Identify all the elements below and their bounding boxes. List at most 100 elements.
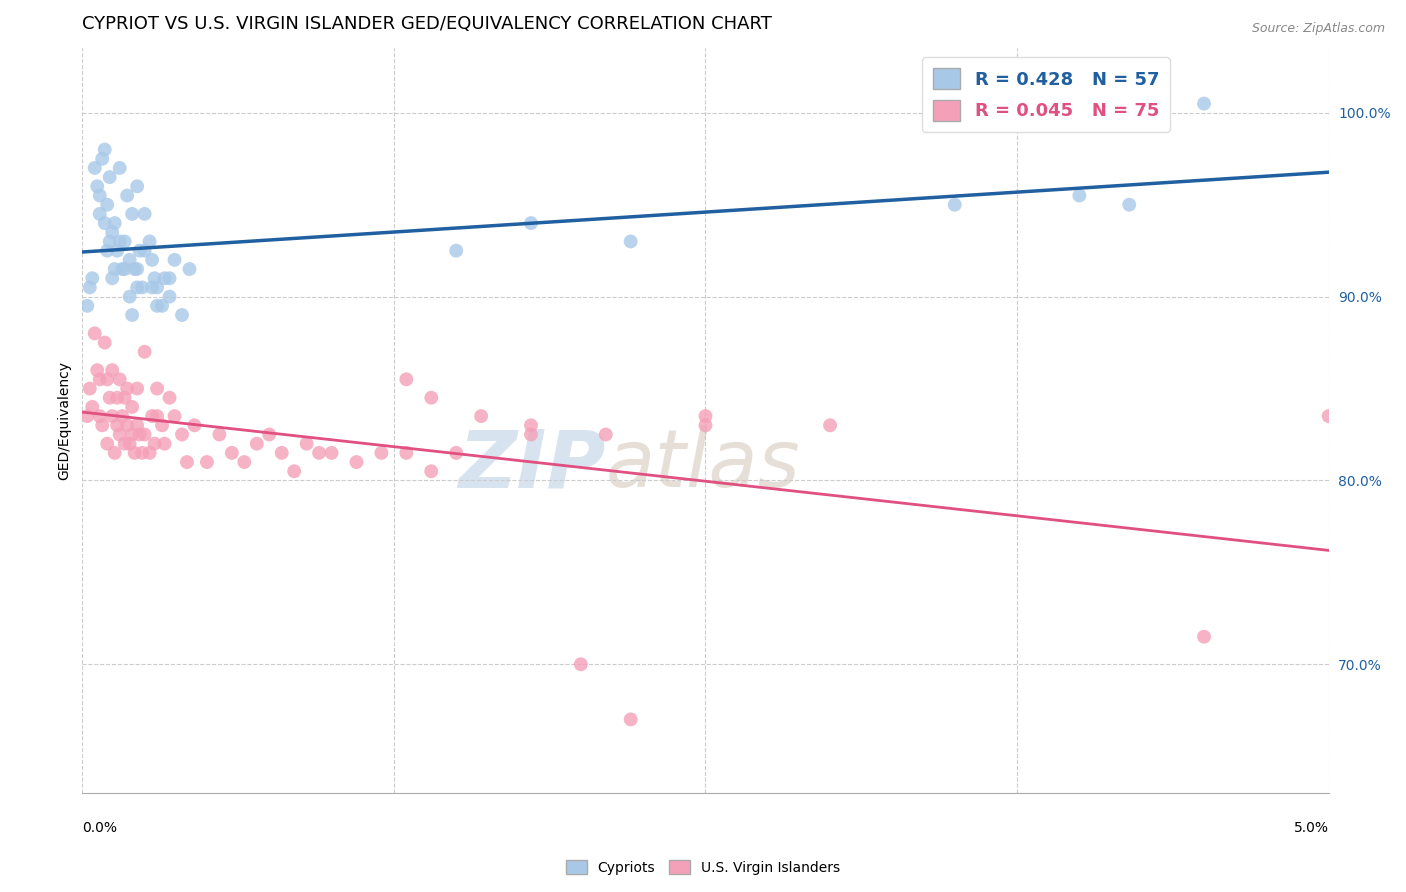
Text: atlas: atlas <box>606 426 800 504</box>
Point <box>595 427 617 442</box>
Point <box>108 427 131 442</box>
Point <box>159 391 181 405</box>
Point <box>141 280 163 294</box>
Point <box>101 409 124 423</box>
Point <box>146 299 169 313</box>
Y-axis label: GED/Equivalency: GED/Equivalency <box>58 361 72 480</box>
Point <box>108 161 131 175</box>
Point <box>86 179 108 194</box>
Point <box>105 418 128 433</box>
Point <box>98 170 121 185</box>
Point <box>134 344 156 359</box>
Point <box>520 427 543 442</box>
Point <box>444 244 467 258</box>
Point <box>108 235 131 249</box>
Point <box>124 262 146 277</box>
Point <box>83 326 105 341</box>
Point <box>146 382 169 396</box>
Point <box>143 271 166 285</box>
Point <box>1192 96 1215 111</box>
Point <box>121 400 143 414</box>
Point <box>395 372 418 386</box>
Point <box>111 409 134 423</box>
Point <box>170 427 193 442</box>
Legend: Cypriots, U.S. Virgin Islanders: Cypriots, U.S. Virgin Islanders <box>560 855 846 880</box>
Point <box>121 207 143 221</box>
Point <box>131 446 153 460</box>
Point <box>89 372 111 386</box>
Point <box>150 299 173 313</box>
Point <box>420 391 443 405</box>
Point <box>127 418 149 433</box>
Point <box>134 244 156 258</box>
Point <box>118 290 141 304</box>
Point <box>96 197 118 211</box>
Point <box>96 372 118 386</box>
Point <box>170 308 193 322</box>
Point <box>89 188 111 202</box>
Point <box>444 446 467 460</box>
Text: 0.0%: 0.0% <box>83 821 117 835</box>
Point <box>115 382 138 396</box>
Point <box>93 216 115 230</box>
Point <box>89 207 111 221</box>
Point <box>91 418 114 433</box>
Point <box>395 446 418 460</box>
Point <box>131 280 153 294</box>
Point <box>115 188 138 202</box>
Point <box>308 446 330 460</box>
Point <box>79 280 101 294</box>
Point <box>943 197 966 211</box>
Point <box>233 455 256 469</box>
Point <box>470 409 492 423</box>
Point <box>153 436 176 450</box>
Point <box>93 335 115 350</box>
Point <box>86 363 108 377</box>
Point <box>195 455 218 469</box>
Point <box>76 299 98 313</box>
Point <box>121 308 143 322</box>
Point <box>346 455 368 469</box>
Point <box>79 382 101 396</box>
Text: ZIP: ZIP <box>458 426 606 504</box>
Point <box>520 216 543 230</box>
Point <box>321 446 343 460</box>
Point <box>111 262 134 277</box>
Point <box>91 152 114 166</box>
Point <box>1192 630 1215 644</box>
Point <box>159 290 181 304</box>
Point <box>153 271 176 285</box>
Point <box>143 436 166 450</box>
Point <box>1118 197 1140 211</box>
Point <box>141 252 163 267</box>
Point <box>163 409 186 423</box>
Point <box>208 427 231 442</box>
Point <box>96 436 118 450</box>
Point <box>138 446 160 460</box>
Point <box>76 409 98 423</box>
Point <box>105 244 128 258</box>
Point <box>163 252 186 267</box>
Point <box>93 143 115 157</box>
Point <box>101 363 124 377</box>
Text: CYPRIOT VS U.S. VIRGIN ISLANDER GED/EQUIVALENCY CORRELATION CHART: CYPRIOT VS U.S. VIRGIN ISLANDER GED/EQUI… <box>83 15 772 33</box>
Point <box>146 409 169 423</box>
Point <box>128 244 150 258</box>
Point <box>127 179 149 194</box>
Point <box>183 418 205 433</box>
Point <box>620 235 643 249</box>
Point <box>150 418 173 433</box>
Point <box>146 280 169 294</box>
Point <box>1317 409 1340 423</box>
Text: 5.0%: 5.0% <box>1294 821 1329 835</box>
Point <box>818 418 841 433</box>
Point <box>620 713 643 727</box>
Point <box>246 436 269 450</box>
Point <box>114 262 136 277</box>
Point <box>118 436 141 450</box>
Point <box>141 409 163 423</box>
Point <box>83 161 105 175</box>
Point <box>370 446 392 460</box>
Point <box>108 372 131 386</box>
Point <box>118 252 141 267</box>
